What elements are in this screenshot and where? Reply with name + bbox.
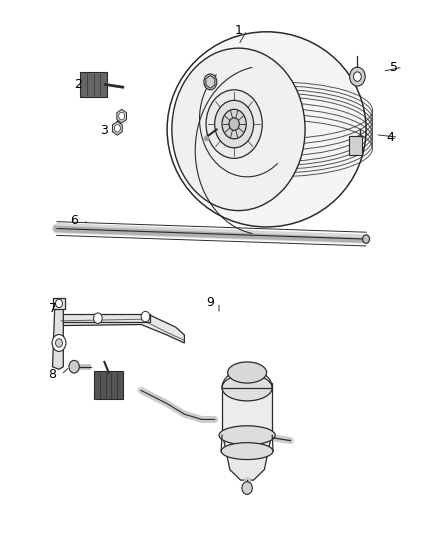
Ellipse shape [219,426,275,445]
FancyBboxPatch shape [95,371,123,399]
Polygon shape [53,309,64,369]
Circle shape [215,100,254,148]
Circle shape [204,74,217,90]
Text: 5: 5 [390,61,398,74]
Circle shape [350,67,365,86]
Circle shape [56,339,63,347]
FancyBboxPatch shape [81,72,107,96]
Circle shape [353,72,361,82]
Text: 6: 6 [70,214,78,227]
Circle shape [94,313,102,324]
Ellipse shape [228,362,267,383]
Text: 3: 3 [100,124,108,137]
Polygon shape [206,76,215,88]
Ellipse shape [221,443,273,459]
Text: 8: 8 [49,368,57,381]
FancyBboxPatch shape [222,383,272,438]
Polygon shape [117,109,127,123]
Text: 4: 4 [386,131,394,144]
Ellipse shape [222,375,272,401]
Polygon shape [55,314,150,330]
Text: 2: 2 [74,78,82,91]
Circle shape [141,311,150,322]
Circle shape [69,360,79,373]
Polygon shape [53,298,66,309]
Text: 7: 7 [49,302,57,315]
Text: 1: 1 [234,23,242,37]
Polygon shape [223,438,271,480]
Circle shape [119,112,125,120]
Circle shape [56,299,63,308]
Circle shape [242,482,252,494]
Circle shape [206,90,262,158]
Ellipse shape [176,32,362,227]
Circle shape [114,125,120,132]
Circle shape [363,235,370,243]
Polygon shape [113,122,122,135]
Circle shape [229,118,239,131]
Circle shape [52,335,66,351]
Polygon shape [349,136,362,155]
Text: 9: 9 [206,296,214,309]
Circle shape [222,109,246,139]
Circle shape [172,48,305,211]
Polygon shape [61,315,184,343]
